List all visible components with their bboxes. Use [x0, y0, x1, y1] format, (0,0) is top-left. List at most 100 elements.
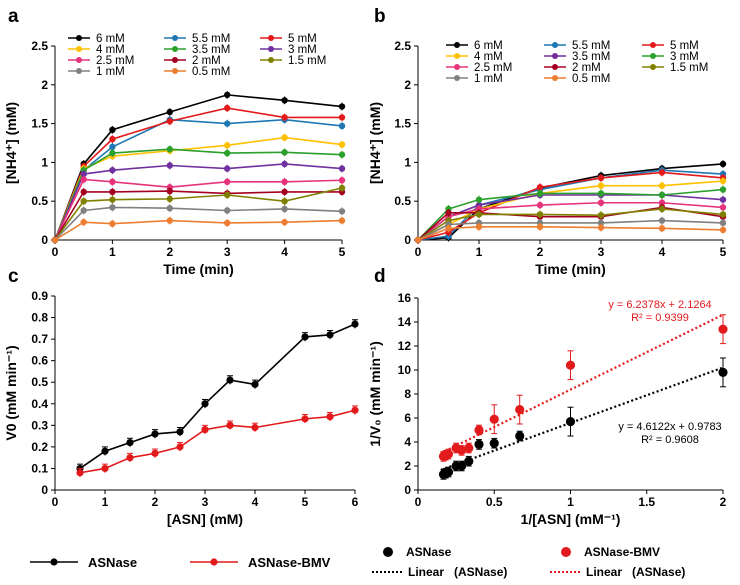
legend-marker: [268, 57, 274, 63]
y-axis-title: [NH4⁺] (mM): [367, 102, 383, 184]
panel-label-b: b: [374, 6, 386, 27]
data-point: [326, 413, 334, 421]
legend-label: 3 mM: [288, 44, 317, 56]
data-point: [251, 423, 259, 432]
legend-asnase-marker: [50, 558, 58, 566]
legend-marker: [76, 68, 82, 74]
data-point: [101, 464, 109, 473]
legend-label: 0.5 mM: [572, 73, 610, 85]
legend-marker: [454, 53, 460, 59]
data-point: [443, 449, 454, 459]
data-point: [457, 461, 467, 471]
panel-label-a: a: [8, 6, 19, 27]
x-tick-label: 0: [415, 495, 422, 509]
data-point: [76, 469, 84, 477]
series-line: [54, 163, 343, 241]
x-tick-label: 1: [102, 495, 109, 509]
data-point: [464, 456, 474, 466]
chart-panel-b: 0 1 2 3 4 5 0 0.5 1 1.5 2 2.5 Time (min) [NH4⁺] (mM) 6…: [367, 39, 727, 277]
legend-marker: [172, 46, 178, 52]
legend-label: 2.5 mM: [96, 55, 134, 67]
legend-label: 6 mM: [474, 40, 503, 52]
series-line: [54, 219, 343, 241]
y-tick-label: 0.5: [31, 375, 48, 389]
data-point: [565, 360, 576, 370]
legend-marker: [172, 57, 178, 63]
series-line: [54, 187, 343, 241]
y-tick-label: 0.1: [31, 461, 48, 475]
x-tick-label: 1.5: [638, 495, 655, 509]
x-tick-label: 2: [166, 245, 173, 259]
data-point: [464, 443, 474, 453]
legend-d-bmv-label: ASNase-BMV: [584, 545, 660, 559]
y-tick-label: 1: [404, 155, 411, 169]
data-point: [326, 331, 334, 339]
data-point: [474, 439, 484, 449]
legend-label: 2.5 mM: [474, 62, 512, 74]
chart-panel-a: 0 1 2 3 4 5 0 0.5 1 1.5 2 2.5 Time (min) [NH4⁺] (mM) 6…: [3, 33, 346, 277]
data-point: [226, 421, 234, 429]
fit-r2-bmv: R² = 0.9399: [631, 312, 689, 324]
x-tick-label: 5: [720, 245, 727, 259]
data-point: [515, 431, 525, 441]
y-tick-label: 0.5: [394, 194, 411, 208]
series-line: [417, 219, 724, 241]
legend-marker: [650, 64, 656, 70]
y-axis-title: 1/V₀ (mM min⁻¹): [367, 341, 383, 446]
data-point: [414, 236, 422, 244]
legend-marker: [76, 46, 82, 52]
legend-label: 4 mM: [474, 51, 503, 63]
legend-label: 5.5 mM: [572, 40, 610, 52]
legend-d-linear-bmv-label: Linear (ASNase): [586, 565, 685, 579]
y-tick-label: 0: [41, 233, 48, 247]
x-tick-label: 1: [109, 245, 116, 259]
data-point: [515, 405, 525, 415]
panel-label-c: c: [8, 266, 19, 287]
legend-asnase-label: ASNase: [88, 555, 137, 570]
legend-label: 5 mM: [288, 33, 317, 45]
data-point: [351, 406, 359, 414]
legend-label: 2 mM: [192, 55, 221, 67]
x-tick-label: 1: [476, 245, 483, 259]
x-tick-label: 3: [598, 245, 605, 259]
y-tick-label: 0: [404, 483, 411, 497]
y-tick-label: 0.6: [31, 354, 48, 368]
y-tick-label: 0: [41, 483, 48, 497]
data-point: [301, 415, 309, 423]
legend-marker: [454, 64, 460, 70]
y-tick-label: 0.4: [31, 397, 48, 411]
y-tick-label: 10: [398, 363, 412, 377]
data-point: [351, 320, 359, 328]
x-tick-label: 4: [281, 245, 288, 259]
legend-marker: [552, 53, 558, 59]
legend-marker: [454, 75, 460, 81]
x-tick-label: 5: [339, 245, 346, 259]
series-line: [54, 107, 342, 241]
data-point: [474, 425, 484, 435]
series-line: [79, 323, 356, 470]
x-tick-label: 0: [415, 245, 422, 259]
y-tick-label: 0.3: [31, 418, 48, 432]
y-tick-label: 0: [404, 233, 411, 247]
y-tick-label: 0.7: [31, 332, 48, 346]
legend-label: 3.5 mM: [192, 44, 230, 56]
x-axis-title: Time (min): [163, 261, 234, 277]
fit-r2-asnase: R² = 0.9608: [641, 434, 699, 446]
data-point: [176, 428, 184, 436]
x-axis-title: Time (min): [535, 261, 606, 277]
y-axis-title: V0 (mM min⁻¹): [3, 345, 19, 440]
data-point: [565, 417, 576, 427]
legend-d-asnase-marker: [383, 547, 393, 557]
legend-label: 1 mM: [474, 73, 503, 85]
legend-d-asnase-label: ASNase: [406, 545, 452, 559]
x-tick-label: 2: [152, 495, 159, 509]
data-point: [126, 454, 134, 462]
data-point: [301, 333, 309, 341]
legend-marker: [268, 35, 274, 41]
y-tick-label: 14: [398, 315, 412, 329]
series-line: [417, 171, 724, 241]
fit-equation-bmv: y = 6.2378x + 2.1264: [608, 299, 711, 311]
legend-d-linear-asnase-label: Linear (ASNase): [408, 565, 507, 579]
y-tick-label: 2.5: [394, 39, 411, 53]
